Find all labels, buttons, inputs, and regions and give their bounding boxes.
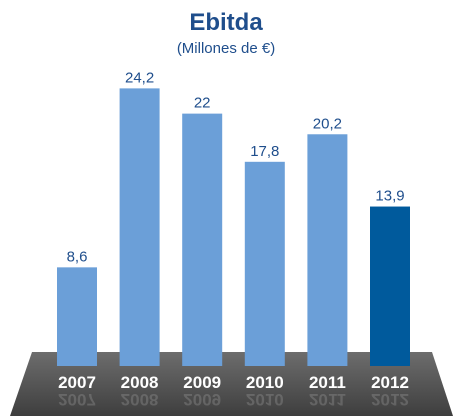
chart-title: Ebitda <box>189 9 263 36</box>
value-label-2008: 24,2 <box>125 69 154 86</box>
x-tick-label-2008: 2008 <box>121 373 159 392</box>
x-tick-reflection-2010: 2010 <box>246 390 284 409</box>
bar-2010 <box>244 161 285 366</box>
x-tick-reflection-2007: 2007 <box>58 390 96 409</box>
bar-2007 <box>57 267 97 366</box>
value-label-2012: 13,9 <box>375 188 404 205</box>
x-tick-reflection-2012: 2012 <box>371 390 409 409</box>
x-tick-label-2007: 2007 <box>58 373 96 392</box>
value-label-2007: 8,6 <box>67 248 88 265</box>
bar-2012 <box>370 206 410 366</box>
x-tick-reflection-2009: 2009 <box>183 390 221 409</box>
value-label-2010: 17,8 <box>250 143 279 160</box>
x-tick-label-2009: 2009 <box>183 373 221 392</box>
bar-2008 <box>119 88 160 367</box>
x-tick-label-2012: 2012 <box>371 373 409 392</box>
x-tick-reflection-2008: 2008 <box>121 390 159 409</box>
chart-floor <box>10 352 453 416</box>
value-label-2011: 20,2 <box>313 115 342 132</box>
chart-subtitle: (Millones de €) <box>177 40 275 57</box>
x-tick-label-2010: 2010 <box>246 373 284 392</box>
x-tick-label-2011: 2011 <box>309 373 346 392</box>
x-tick-reflection-2011: 2011 <box>309 390 346 409</box>
value-label-2009: 22 <box>194 95 211 112</box>
bar-2011 <box>307 134 348 366</box>
bar-2009 <box>182 113 223 366</box>
